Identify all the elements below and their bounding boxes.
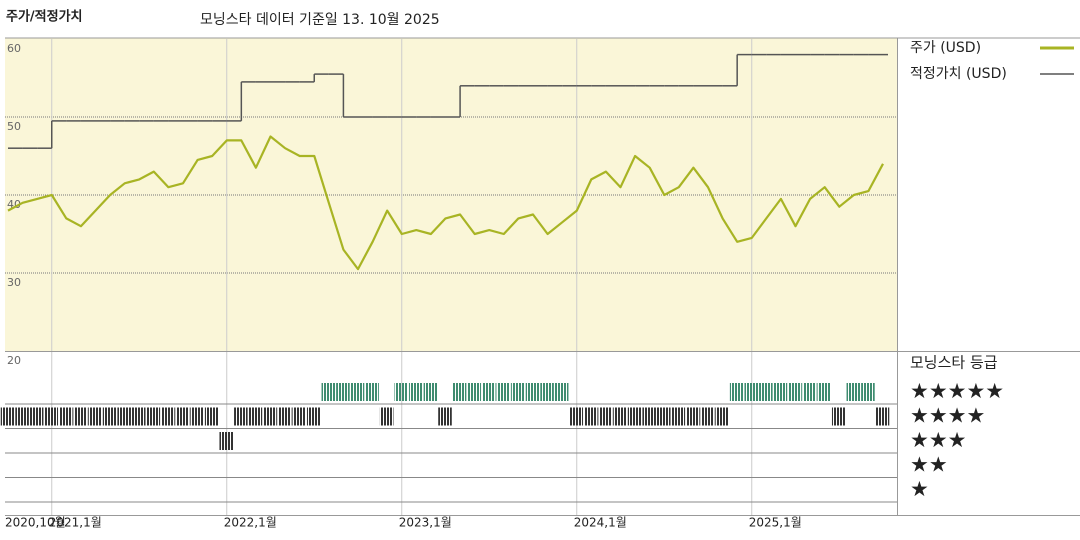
- rating-bar: [511, 383, 525, 401]
- rating-legend: ★★★★: [910, 404, 985, 428]
- y-tick-label: 50: [7, 120, 21, 133]
- rating-bar: [146, 407, 161, 426]
- rating-bar: [102, 407, 117, 426]
- rating-bar: [671, 407, 686, 426]
- rating-bar: [0, 407, 15, 426]
- rating-legend: ★: [910, 477, 929, 501]
- rating-bar: [15, 407, 29, 426]
- rating-bar: [831, 407, 846, 426]
- rating-bar: [467, 383, 481, 401]
- rating-bar: [350, 383, 365, 401]
- rating-bar: [263, 407, 277, 426]
- rating-bar: [321, 383, 336, 401]
- rating-bar: [554, 383, 569, 401]
- rating-bar: [423, 383, 438, 401]
- rating-bar: [627, 407, 642, 426]
- rating-bar: [584, 407, 598, 426]
- rating-bar: [729, 383, 744, 401]
- rating-bar: [336, 383, 350, 401]
- rating-bar: [161, 407, 175, 426]
- rating-bar: [44, 407, 59, 426]
- chart-title: 주가/적정가치: [6, 9, 83, 25]
- legend-label: 주가 (USD): [910, 40, 981, 56]
- rating-bar: [686, 407, 700, 426]
- rating-bar: [642, 407, 656, 426]
- rating-bar: [496, 383, 511, 401]
- rating-bar: [598, 407, 613, 426]
- rating-bar: [409, 383, 423, 401]
- x-tick-label: 2025,1월: [749, 516, 802, 530]
- rating-bar: [715, 407, 729, 426]
- y-tick-label: 20: [7, 354, 21, 367]
- rating-bar: [540, 383, 554, 401]
- rating-bar: [379, 407, 394, 426]
- rating-bar: [131, 407, 146, 426]
- rating-bar: [846, 383, 861, 401]
- y-tick-label: 40: [7, 198, 21, 211]
- rating-bar: [656, 407, 671, 426]
- x-tick-label: 2023,1월: [399, 516, 452, 530]
- rating-bar: [29, 407, 44, 426]
- rating-bar: [219, 432, 234, 450]
- rating-bar: [117, 407, 131, 426]
- rating-bar: [248, 407, 263, 426]
- price-line: [7, 135, 884, 271]
- rating-bar: [452, 383, 467, 401]
- rating-bar: [525, 383, 540, 401]
- rating-legend: ★★: [910, 453, 948, 477]
- x-tick-label: 2022,1월: [224, 516, 277, 530]
- rating-bar: [481, 383, 496, 401]
- legend-label: 적정가치 (USD): [910, 66, 1007, 82]
- rating-bar: [59, 407, 73, 426]
- rating-bar: [613, 407, 627, 426]
- rating-bar: [88, 407, 102, 426]
- rating-bar: [306, 407, 321, 426]
- rating-bar: [744, 383, 759, 401]
- rating-bar: [277, 407, 292, 426]
- rating-bar: [204, 407, 219, 426]
- rating-bar: [234, 407, 248, 426]
- rating-bar: [788, 383, 802, 401]
- rating-bar: [700, 407, 715, 426]
- rating-bar: [875, 407, 890, 426]
- rating-legend: ★★★: [910, 428, 966, 452]
- rating-bar: [394, 383, 409, 401]
- rating-bar: [759, 383, 773, 401]
- y-tick-label: 30: [7, 276, 21, 289]
- x-tick-label: 2021,1월: [49, 516, 102, 530]
- x-tick-label: 2020,10월: [5, 516, 66, 530]
- rating-bar: [438, 407, 452, 426]
- y-tick-label: 60: [7, 42, 21, 55]
- rating-bar: [175, 407, 190, 426]
- rating-bar: [73, 407, 88, 426]
- rating-bar: [802, 383, 817, 401]
- rating-bar: [190, 407, 204, 426]
- rating-title: 모닝스타 등급: [910, 354, 998, 372]
- rating-bar: [365, 383, 379, 401]
- x-tick-label: 2024,1월: [574, 516, 627, 530]
- rating-bar: [817, 383, 831, 401]
- chart-subtitle: 모닝스타 데이터 기준일 13. 10월 2025: [200, 12, 440, 28]
- rating-bar: [569, 407, 584, 426]
- rating-bar: [861, 383, 875, 401]
- rating-bar: [773, 383, 788, 401]
- rating-bar: [292, 407, 306, 426]
- rating-legend: ★★★★★: [910, 379, 1004, 403]
